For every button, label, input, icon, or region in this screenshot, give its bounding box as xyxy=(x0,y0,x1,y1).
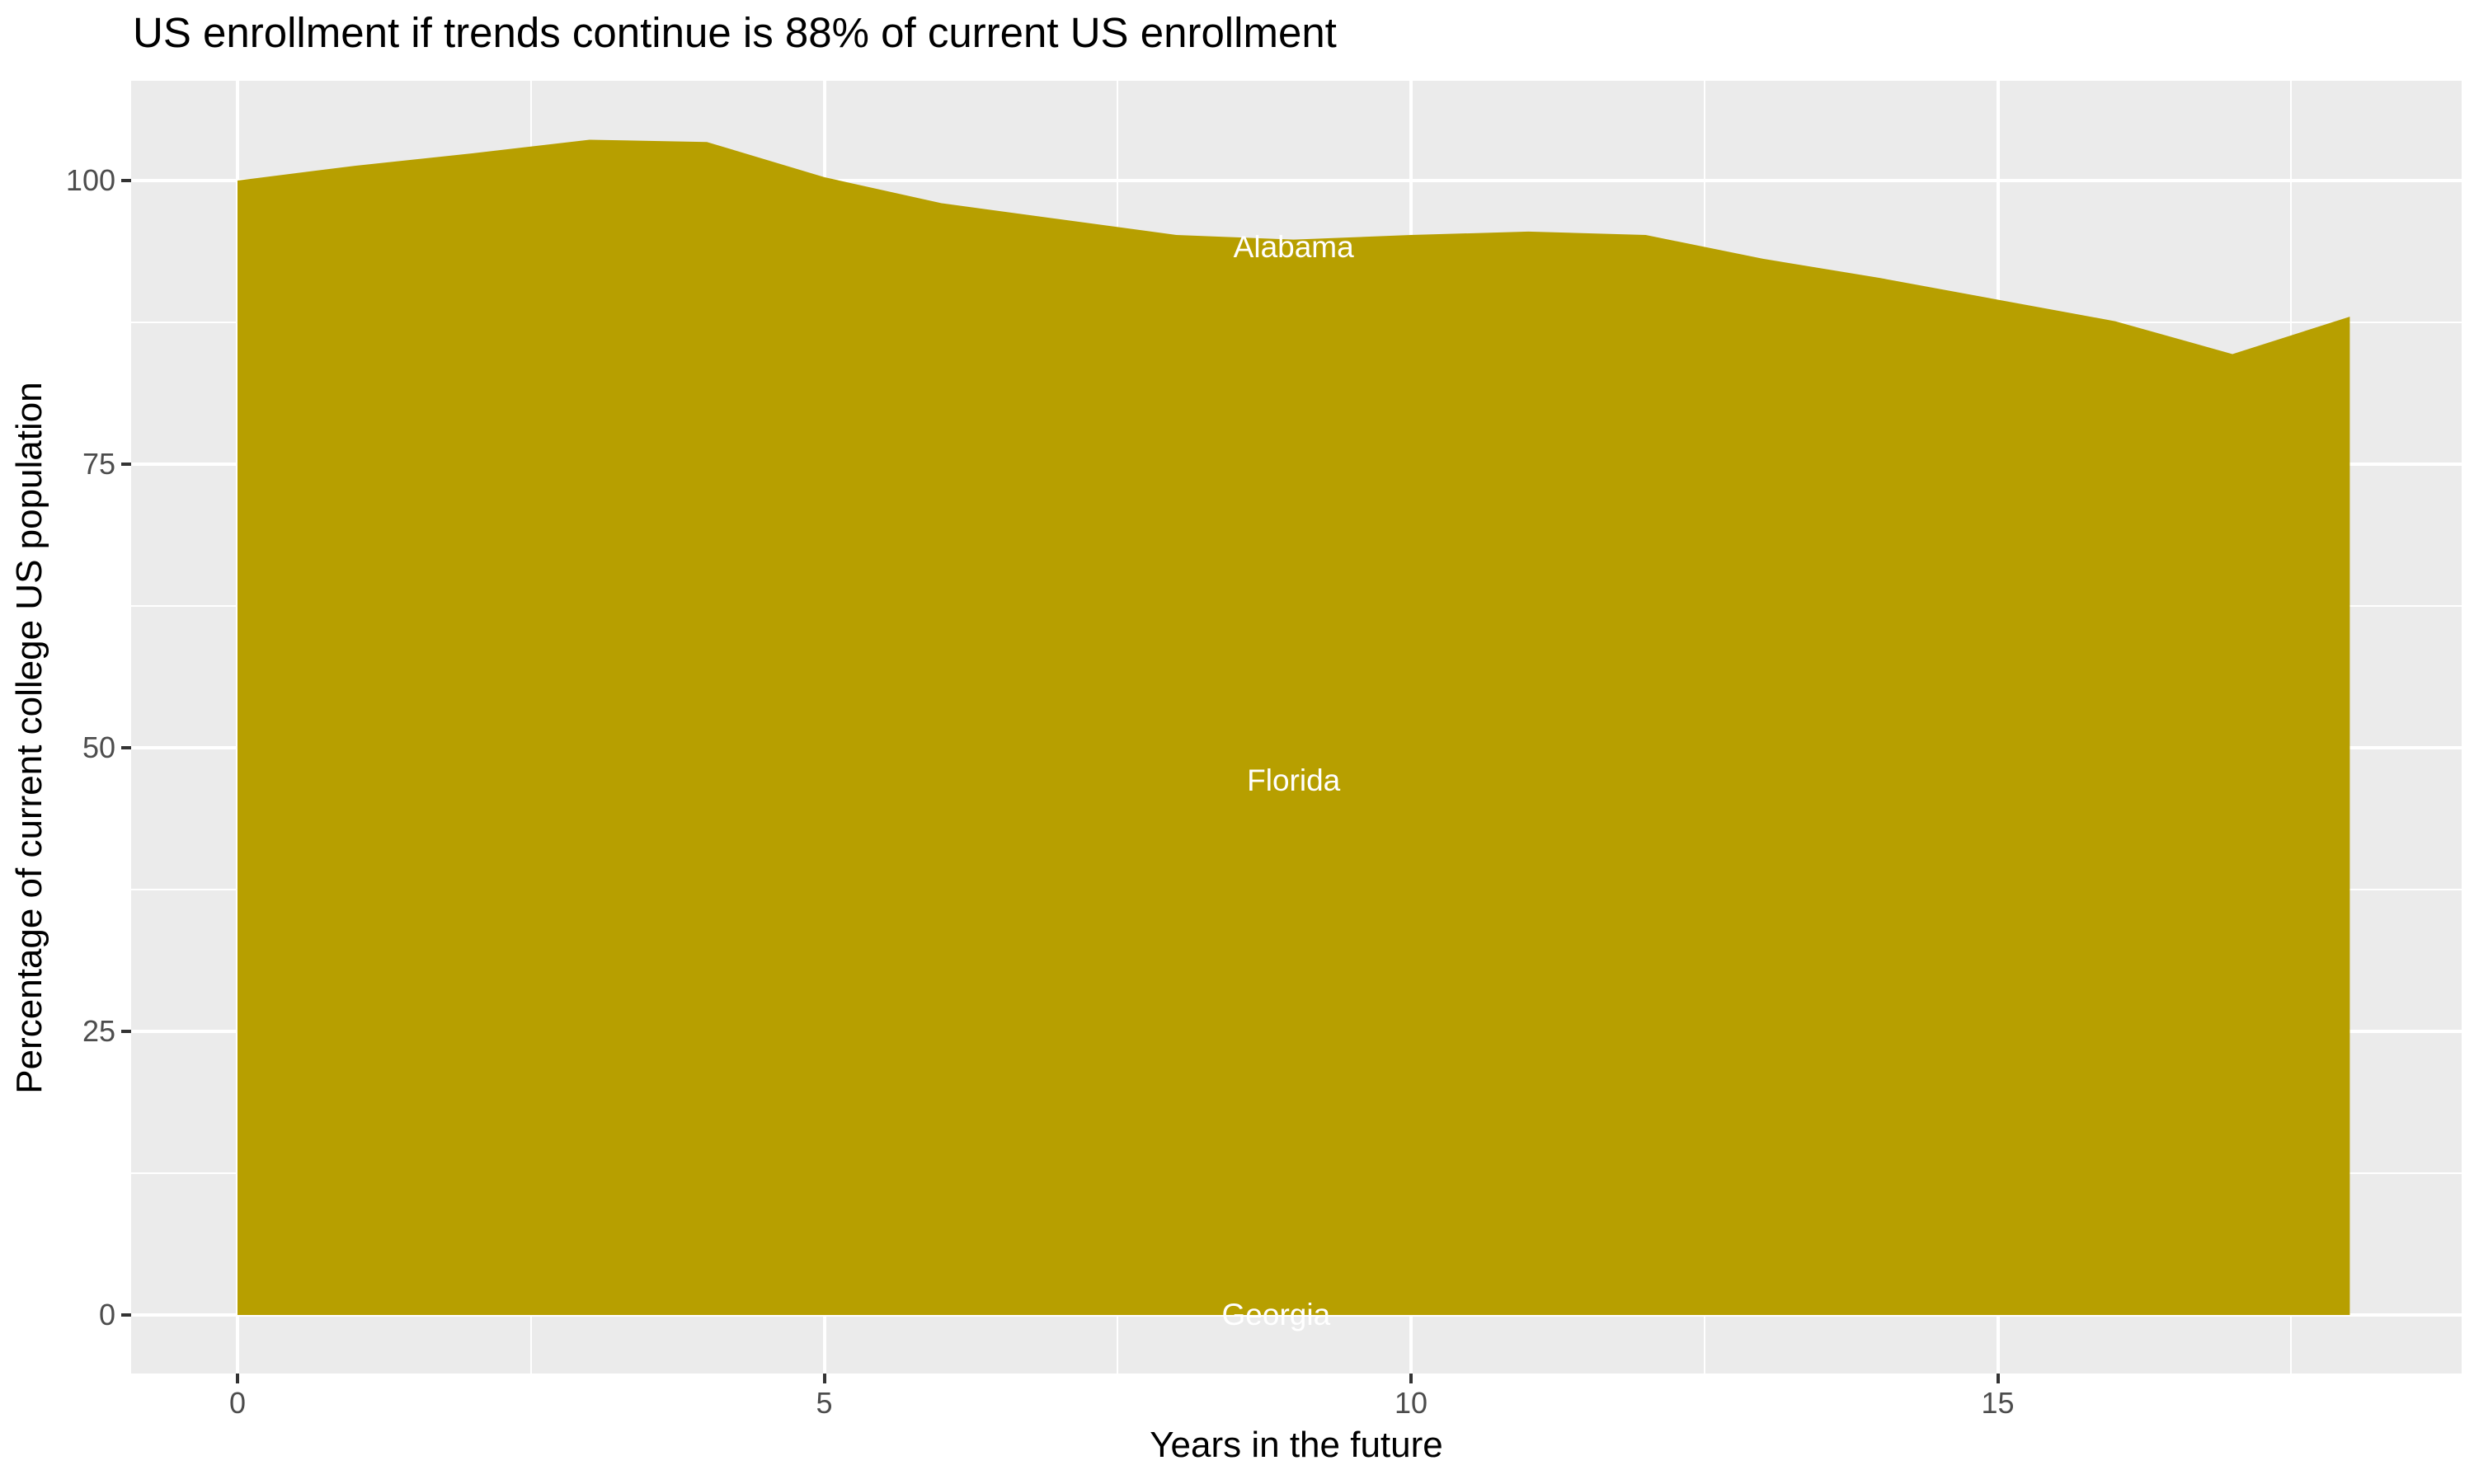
major-gridline-horizontal xyxy=(131,1313,2462,1317)
minor-gridline-horizontal xyxy=(131,322,2462,323)
major-gridline-vertical xyxy=(236,81,239,1374)
x-tick-mark xyxy=(236,1374,239,1383)
major-gridline-horizontal xyxy=(131,746,2462,749)
area-label-georgia: Georgia xyxy=(1221,1298,1331,1331)
x-tick-mark xyxy=(1409,1374,1413,1383)
y-tick-mark xyxy=(121,1030,131,1033)
minor-gridline-horizontal xyxy=(131,1172,2462,1174)
major-gridline-horizontal xyxy=(131,179,2462,182)
minor-gridline-vertical xyxy=(2290,81,2293,1374)
x-axis-title: Years in the future xyxy=(1150,1425,1443,1465)
major-gridline-horizontal xyxy=(131,1030,2462,1033)
y-tick-label: 75 xyxy=(82,447,115,481)
x-tick-label: 15 xyxy=(1981,1386,2015,1420)
x-tick-label: 0 xyxy=(228,1386,247,1420)
y-tick-mark xyxy=(121,1313,131,1317)
chart-title: US enrollment if trends continue is 88% … xyxy=(133,9,1337,56)
x-tick-label: 5 xyxy=(816,1386,833,1420)
minor-gridline-vertical xyxy=(529,81,532,1374)
y-tick-mark xyxy=(121,179,131,182)
x-tick-mark xyxy=(822,1374,826,1383)
major-gridline-horizontal xyxy=(131,463,2462,466)
y-tick-mark xyxy=(121,746,131,749)
minor-gridline-vertical xyxy=(1117,81,1119,1374)
area-label-florida: Florida xyxy=(1247,763,1341,797)
area-label-alabama: Alabama xyxy=(1233,230,1354,265)
y-tick-label: 0 xyxy=(98,1298,115,1331)
minor-gridline-vertical xyxy=(1703,81,1705,1374)
y-tick-mark xyxy=(121,463,131,466)
major-gridline-vertical xyxy=(1409,81,1413,1374)
y-tick-label: 25 xyxy=(82,1014,115,1048)
y-tick-label: 50 xyxy=(82,730,115,764)
plot-panel xyxy=(131,81,2462,1374)
major-gridline-vertical xyxy=(822,81,826,1374)
minor-gridline-horizontal xyxy=(131,889,2462,890)
minor-gridline-horizontal xyxy=(131,605,2462,607)
x-tick-mark xyxy=(1996,1374,2000,1383)
y-tick-label: 100 xyxy=(65,163,115,197)
x-tick-label: 10 xyxy=(1394,1386,1428,1420)
major-gridline-vertical xyxy=(1996,81,2000,1374)
